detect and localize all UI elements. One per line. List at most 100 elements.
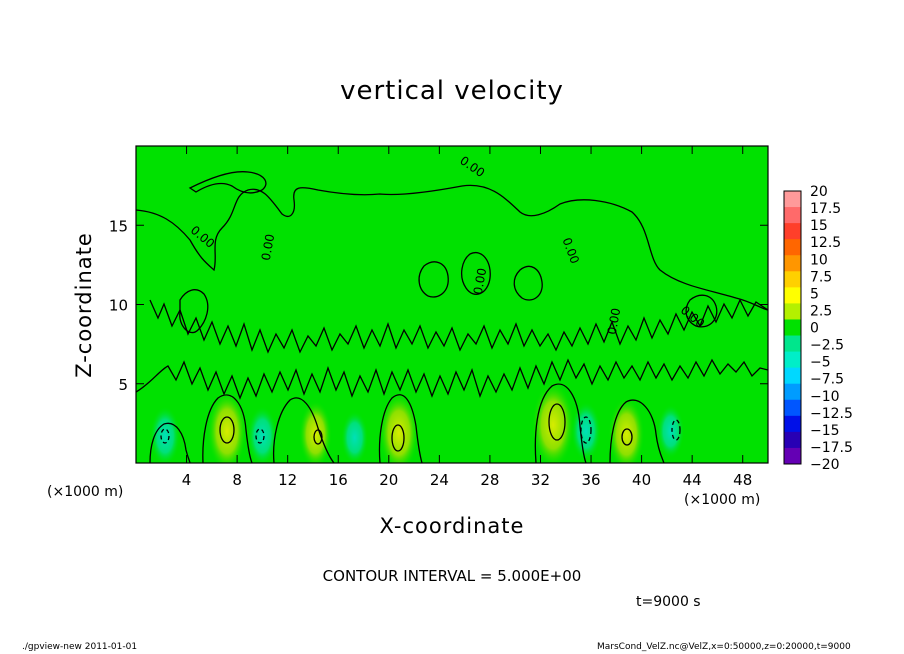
colorbar-level-label: 10 [810, 252, 828, 268]
zero-contour-plume-1 [179, 289, 209, 334]
y-axis-label: Z-coordinate [72, 232, 96, 378]
downdraft-core-5 [657, 404, 685, 459]
colorbar-swatch [784, 351, 801, 369]
colorbar-swatch [784, 255, 801, 272]
x-tick-label: 32 [531, 471, 550, 489]
x-tick-label: 44 [683, 471, 702, 489]
downdraft-core-2 [247, 406, 278, 463]
colorbar-level-label: 12.5 [810, 235, 841, 251]
zero-contour-column-3 [378, 394, 423, 463]
downdraft-core-3 [341, 410, 369, 463]
zero-contour-column-6 [149, 422, 191, 463]
zero-contours [136, 171, 768, 463]
contour-neg-core-d [671, 419, 681, 441]
x-tick-label: 20 [379, 471, 398, 489]
x-tick-label: 28 [480, 471, 499, 489]
contour-5-core-e [621, 428, 633, 446]
colorbar-level-label: −17.5 [810, 440, 853, 456]
x-axis: 4 8 12 16 20 24 28 32 36 40 44 48 [182, 146, 752, 489]
contour-5-core-c [391, 424, 405, 452]
colorbar-level-label: −2.5 [810, 338, 844, 354]
colorbar-level-label: 17.5 [810, 201, 841, 217]
x-axis-label: X-coordinate [379, 514, 525, 538]
colorbar-level-label: −12.5 [810, 406, 853, 422]
colorbar-swatch [784, 271, 801, 288]
x-tick-label: 4 [182, 471, 192, 489]
colorbar-swatch [784, 447, 801, 465]
contour-label: 0.00 [259, 233, 277, 262]
colorbar-swatch [784, 319, 801, 337]
colorbar-swatch [784, 191, 801, 208]
downdraft-core-4 [570, 401, 601, 462]
colorbar-swatch [784, 207, 801, 224]
zero-contour-plume-3 [460, 252, 491, 295]
zero-contour-column-5 [609, 399, 665, 463]
updraft-core-4 [531, 381, 575, 463]
colorbar-level-label: −7.5 [810, 372, 844, 388]
zero-contour-column-4 [534, 383, 587, 463]
x-tick-label: 12 [278, 471, 297, 489]
x-tick-label: 48 [733, 471, 752, 489]
colorbar-level-label: 7.5 [810, 269, 832, 285]
x-tick-label: 8 [232, 471, 242, 489]
colorbar-level-label: −20 [810, 457, 840, 473]
colorbar-swatch [784, 287, 801, 304]
colorbar-swatch [784, 399, 801, 417]
y-tick-label: 15 [109, 217, 128, 235]
contour-neg-core-b [255, 428, 265, 444]
colorbar-level-label: 2.5 [810, 303, 832, 319]
colorbar-swatch [784, 415, 801, 433]
zero-contour-plume-2 [418, 261, 449, 298]
x-unit-label-right: (×1000 m) [684, 492, 761, 508]
x-unit-label-left: (×1000 m) [47, 484, 124, 500]
y-tick-label: 10 [109, 297, 128, 315]
contour-5-core-b [313, 429, 323, 445]
colorbar-level-label: 20 [810, 184, 828, 200]
zero-contour-plume-4 [513, 265, 543, 301]
x-tick-label: 40 [632, 471, 651, 489]
x-tick-label: 24 [430, 471, 449, 489]
updraft-core-3 [379, 392, 419, 463]
colorbar-swatch [784, 239, 801, 256]
colorbar-swatch [784, 383, 801, 401]
downdraft-core-1 [150, 406, 181, 463]
zero-contour-cap [188, 171, 267, 194]
chart-title: vertical velocity [340, 76, 564, 106]
colorbar-swatch [784, 335, 801, 353]
zero-contour-plume-5 [685, 294, 718, 328]
colorbar-level-label: 15 [810, 218, 828, 234]
footer-command: ./gpview-new 2011-01-01 [22, 642, 138, 652]
colorbar-level-label: −5 [810, 355, 831, 371]
colorbar-swatch [784, 303, 801, 320]
contour-neg-core-a [160, 428, 170, 444]
colorbar-swatch [784, 431, 801, 449]
y-axis: 5 10 15 [109, 217, 768, 394]
plot-area: 0.000.00 0.00 0.000.000.00 0.00 [135, 145, 769, 464]
x-tick-label: 16 [329, 471, 348, 489]
updraft-core-2 [299, 400, 332, 463]
contour-label: 0.00 [605, 307, 623, 336]
colorbar-level-label: 0 [810, 321, 819, 337]
updraft-core-1 [207, 391, 247, 463]
footer-source: MarsCond_VelZ.nc@VelZ,x=0:50000,z=0:2000… [597, 642, 851, 652]
colorbar-level-label: −15 [810, 423, 840, 439]
y-tick-label: 5 [118, 376, 128, 394]
colorbar-swatch [784, 367, 801, 385]
contour-5-core-d [548, 403, 566, 441]
zero-contour-upper [136, 184, 768, 311]
contour-5-core-a [219, 416, 235, 444]
colorbar-level-label: 5 [810, 286, 819, 302]
zero-contour-column-2 [272, 397, 335, 463]
contour-interval-note: CONTOUR INTERVAL = 5.000E+00 [322, 567, 582, 585]
colorbar-swatch [784, 223, 801, 240]
colorbar-level-label: −10 [810, 389, 840, 405]
zero-contour-ribbon-a [149, 298, 768, 354]
contour-neg-core-c [580, 416, 592, 444]
time-note: t=9000 s [636, 594, 701, 610]
zero-contour-column-1 [202, 394, 253, 463]
colorbar-frame [783, 190, 802, 465]
x-tick-label: 36 [581, 471, 600, 489]
updraft-core-5 [608, 397, 645, 463]
